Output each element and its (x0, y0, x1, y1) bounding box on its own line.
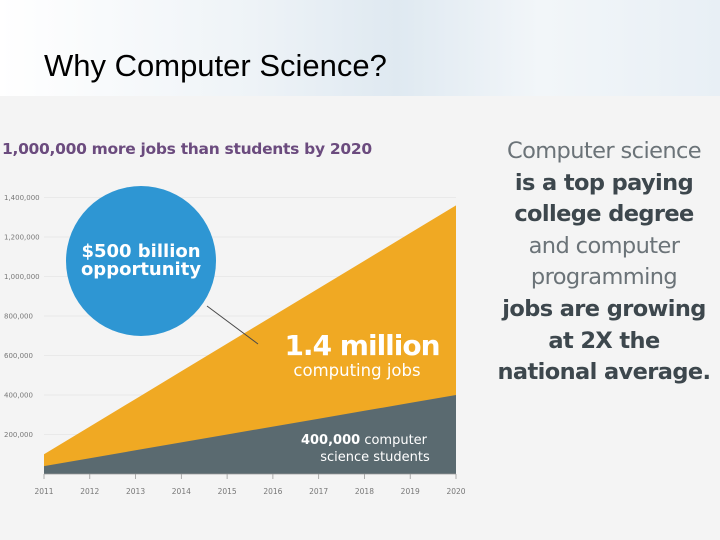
y-tick-label: 600,000 (4, 352, 33, 360)
area-computing-jobs (44, 205, 456, 474)
side-statement: Computer science is a top paying college d… (488, 136, 720, 389)
y-tick-label: 1,400,000 (4, 194, 40, 202)
x-tick-label: 2017 (309, 487, 328, 496)
x-tick-label: 2016 (263, 487, 282, 496)
students-callout-line2: science students (320, 450, 430, 465)
students-callout-rest: computer (360, 433, 427, 448)
x-tick-label: 2020 (446, 487, 465, 496)
side-statement-line: jobs are growing (502, 295, 706, 322)
chart-headline: 1,000,000 more jobs than students by 202… (2, 140, 372, 158)
jobs-vs-students-chart: 1,400,000 1,200,000 1,000,000 800,000 600,00… (4, 186, 466, 496)
x-tick-label: 2013 (126, 487, 145, 496)
area-cs-students (44, 395, 456, 474)
y-tick-label: 400,000 (4, 392, 33, 400)
side-statement-line: and computer (528, 232, 680, 259)
side-statement-line: is a top paying (514, 169, 694, 196)
x-tick-label: 2014 (172, 487, 191, 496)
x-tick-label: 2015 (218, 487, 237, 496)
y-tick-label: 200,000 (4, 431, 33, 439)
slide-title: Why Computer Science? (44, 48, 387, 83)
side-statement-line: national average. (497, 359, 712, 386)
side-statement-line: at 2X the (548, 327, 660, 354)
y-tick-label: 1,200,000 (4, 234, 40, 242)
y-tick-label: 800,000 (4, 313, 33, 321)
jobs-callout-big: 1.4 million (284, 329, 439, 362)
side-statement-line: programming (530, 264, 678, 291)
x-tick-label: 2011 (34, 487, 53, 496)
students-callout-value: 400,000 (301, 433, 360, 448)
side-statement-line: Computer science (506, 138, 702, 164)
x-tick-label: 2012 (80, 487, 99, 496)
title-band (0, 0, 720, 96)
opportunity-bubble (66, 186, 216, 336)
bubble-line1: $500 billion (81, 241, 200, 262)
x-tick-label: 2018 (355, 487, 374, 496)
jobs-callout-small: computing jobs (293, 361, 420, 380)
bubble-leader-line (206, 305, 259, 345)
x-tick-label: 2019 (401, 487, 420, 496)
bubble-line2: opportunity (81, 259, 201, 280)
side-statement-line: college degree (514, 201, 694, 228)
y-tick-label: 1,000,000 (4, 273, 40, 281)
students-callout-line1: 400,000 computer (301, 433, 428, 448)
